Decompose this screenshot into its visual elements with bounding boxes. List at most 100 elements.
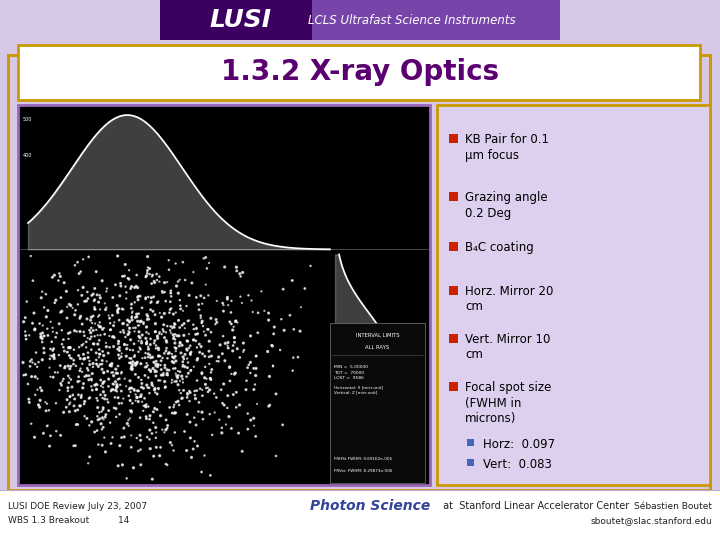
Point [83, 459, 94, 468]
Point [156, 356, 167, 365]
Point [274, 346, 286, 354]
Point [63, 407, 75, 416]
Point [74, 402, 86, 410]
Point [53, 350, 65, 359]
Point [299, 284, 310, 293]
Point [200, 280, 212, 289]
Point [40, 290, 52, 299]
Point [79, 354, 91, 363]
Point [135, 390, 147, 399]
Point [84, 421, 95, 430]
Point [145, 366, 157, 375]
Point [204, 374, 216, 383]
Point [110, 365, 122, 374]
Point [60, 362, 71, 370]
Point [53, 276, 64, 285]
Point [126, 406, 138, 415]
Point [234, 401, 246, 409]
Point [202, 388, 214, 396]
Point [157, 354, 168, 362]
Point [126, 312, 138, 321]
Point [82, 334, 94, 342]
Point [189, 437, 200, 445]
Point [197, 317, 208, 326]
Point [153, 278, 165, 286]
Point [20, 335, 32, 343]
Point [224, 363, 235, 372]
Bar [8, 55, 710, 490]
Point [114, 279, 126, 288]
Text: INTERVAL LIMITS: INTERVAL LIMITS [356, 333, 400, 338]
Point [132, 358, 143, 367]
Point [142, 269, 153, 278]
Point [53, 320, 65, 328]
Text: LUSI DOE Review July 23, 2007: LUSI DOE Review July 23, 2007 [8, 502, 147, 511]
Point [36, 386, 48, 395]
Point [184, 387, 195, 395]
Point [131, 313, 143, 321]
Point [112, 462, 124, 470]
Point [199, 331, 211, 340]
Point [245, 332, 256, 340]
Point [77, 255, 89, 264]
Point [105, 387, 117, 395]
Point [165, 298, 176, 306]
Point [140, 334, 152, 343]
Point [127, 323, 139, 332]
Point [138, 384, 149, 393]
Point [197, 386, 208, 394]
Point [95, 390, 107, 399]
Point [229, 338, 240, 347]
Point [120, 282, 131, 291]
Point [171, 377, 182, 386]
Point [235, 272, 246, 281]
Point [84, 357, 95, 366]
Point [192, 442, 203, 450]
Point [84, 394, 96, 402]
Point [96, 407, 107, 416]
Point [140, 413, 152, 421]
Point [105, 439, 117, 448]
Point [196, 368, 207, 377]
Point [83, 253, 94, 261]
Point [112, 345, 124, 354]
Point [45, 345, 56, 353]
Point [129, 352, 140, 361]
Point [24, 362, 36, 370]
Point [79, 297, 91, 306]
Point [59, 363, 71, 372]
Point [114, 374, 125, 383]
Point [86, 319, 98, 327]
Point [224, 318, 235, 326]
Point [222, 301, 234, 309]
Point [136, 383, 148, 391]
Point [72, 406, 84, 414]
Point [96, 414, 108, 422]
Point [187, 445, 199, 454]
Point [184, 397, 195, 406]
Point [197, 349, 208, 358]
Point [61, 314, 73, 322]
Point [251, 400, 263, 408]
Point [171, 332, 183, 340]
Point [86, 323, 97, 332]
Point [151, 298, 163, 307]
Point [74, 327, 86, 336]
Point [230, 369, 241, 377]
Text: Vert. Mirror 10
cm: Vert. Mirror 10 cm [465, 333, 550, 361]
Point [46, 338, 58, 346]
Point [140, 273, 152, 281]
Point [94, 291, 105, 300]
Point [91, 291, 103, 299]
Bar [330, 323, 425, 483]
Point [63, 334, 74, 343]
Point [96, 394, 108, 402]
Point [130, 370, 141, 379]
Point [116, 368, 127, 376]
Point [91, 385, 102, 394]
Point [143, 366, 155, 374]
Point [126, 282, 138, 291]
Point [84, 326, 95, 334]
Point [35, 396, 46, 404]
Point [121, 474, 132, 483]
